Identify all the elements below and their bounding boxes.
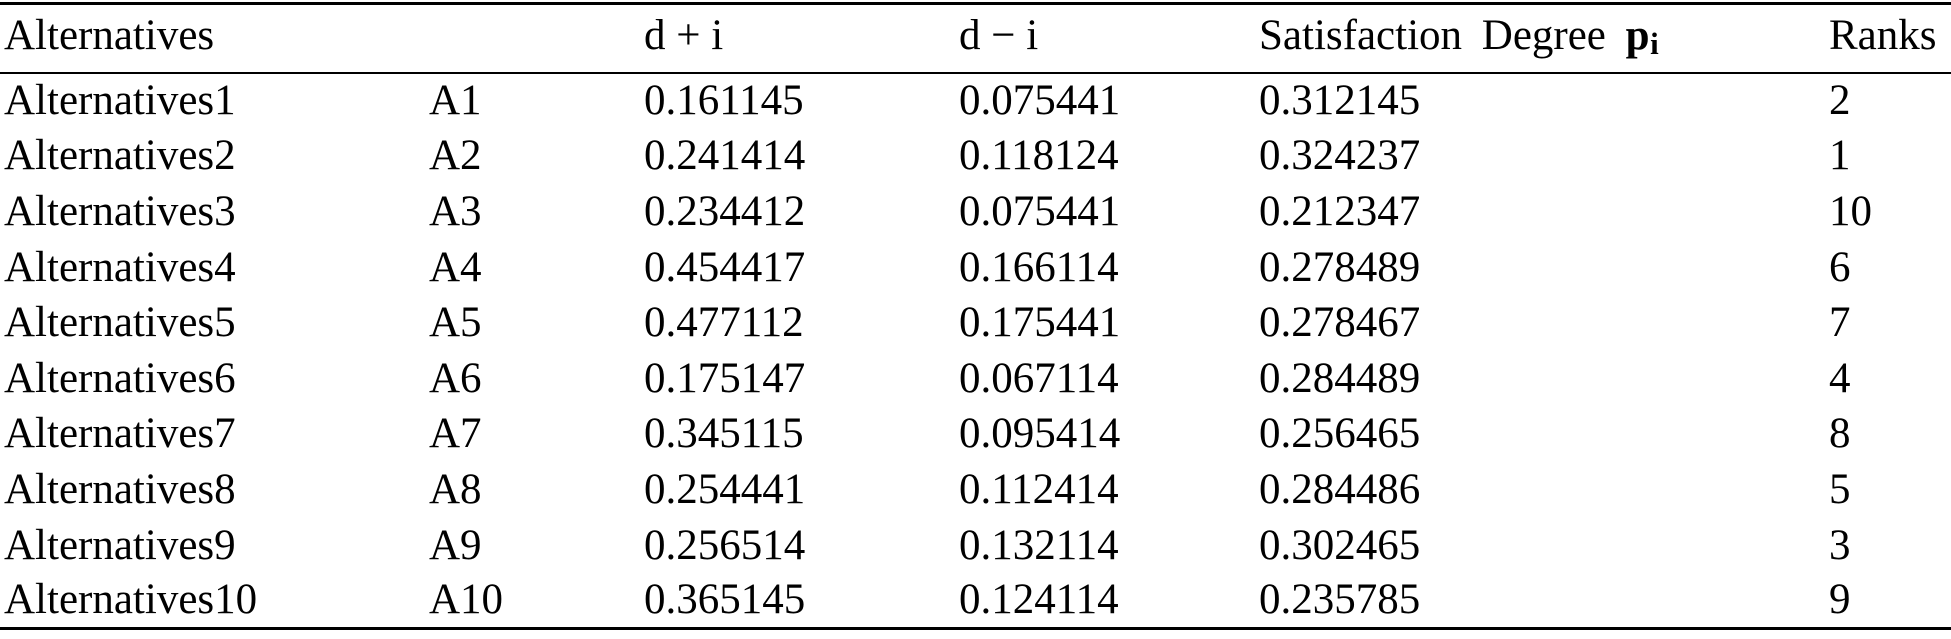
table-row: Alternatives8 A8 0.254441 0.112414 0.284… [0, 462, 1951, 518]
d-minus-value-cell: 0.118124 [959, 132, 1119, 180]
d-plus-value-cell: 0.345115 [644, 410, 804, 458]
rank-value-cell: 1 [1829, 132, 1851, 180]
table-row: Alternatives1 A1 0.161145 0.075441 0.312… [0, 73, 1951, 129]
column-header-d-plus-i: d + i [644, 11, 724, 59]
rank-value-cell: 10 [1829, 187, 1872, 235]
p-i-symbol: pi [1625, 11, 1659, 62]
alternative-name-cell: Alternatives9 [4, 521, 236, 569]
alternative-name-cell: Alternatives7 [4, 410, 236, 458]
satisfaction-value-cell: 0.302465 [1259, 521, 1421, 569]
rank-value-cell: 5 [1829, 465, 1851, 513]
table-row: Alternatives10 A10 0.365145 0.124114 0.2… [0, 573, 1951, 629]
satisfaction-value-cell: 0.235785 [1259, 576, 1421, 624]
rank-value-cell: 6 [1829, 243, 1851, 291]
rank-value-cell: 9 [1829, 576, 1851, 624]
d-plus-value-cell: 0.175147 [644, 354, 806, 402]
satisfaction-value-cell: 0.284489 [1259, 354, 1421, 402]
alternative-name-cell: Alternatives6 [4, 354, 236, 402]
alternative-code-cell: A4 [429, 243, 482, 291]
satisfaction-value-cell: 0.284486 [1259, 465, 1421, 513]
alternative-code-cell: A6 [429, 354, 482, 402]
alternative-code-cell: A8 [429, 465, 482, 513]
p-symbol: p [1625, 11, 1650, 59]
d-plus-value-cell: 0.256514 [644, 521, 806, 569]
d-minus-value-cell: 0.095414 [959, 410, 1121, 458]
header-row: Alternatives d + i d − i Satisfaction De… [0, 4, 1951, 73]
satisfaction-value-cell: 0.312145 [1259, 77, 1421, 125]
table-row: Alternatives4 A4 0.454417 0.166114 0.278… [0, 239, 1951, 295]
alternative-name-cell: Alternatives4 [4, 243, 236, 291]
d-plus-value-cell: 0.241414 [644, 132, 806, 180]
table-row: Alternatives3 A3 0.234412 0.075441 0.212… [0, 184, 1951, 240]
rank-value-cell: 7 [1829, 299, 1851, 347]
alternative-name-cell: Alternatives3 [4, 187, 236, 235]
i-subscript: i [1650, 26, 1659, 62]
alternative-code-cell: A9 [429, 521, 482, 569]
d-plus-value-cell: 0.161145 [644, 77, 804, 125]
d-plus-value-cell: 0.365145 [644, 576, 806, 624]
rank-value-cell: 4 [1829, 354, 1851, 402]
table-header: Alternatives d + i d − i Satisfaction De… [0, 4, 1951, 73]
d-minus-value-cell: 0.175441 [959, 299, 1121, 347]
alternative-name-cell: Alternatives2 [4, 132, 236, 180]
alternative-code-cell: A1 [429, 77, 482, 125]
satisfaction-value-cell: 0.256465 [1259, 410, 1421, 458]
rank-value-cell: 2 [1829, 77, 1851, 125]
d-minus-value-cell: 0.124114 [959, 576, 1119, 624]
satisfaction-degree-label: Satisfaction Degree [1259, 11, 1606, 59]
d-minus-value-cell: 0.067114 [959, 354, 1119, 402]
table-row: Alternatives5 A5 0.477112 0.175441 0.278… [0, 295, 1951, 351]
alternative-name-cell: Alternatives1 [4, 77, 236, 125]
d-minus-value-cell: 0.166114 [959, 243, 1119, 291]
alternative-code-cell: A10 [429, 576, 504, 624]
alternative-code-cell: A2 [429, 132, 482, 180]
d-plus-value-cell: 0.234412 [644, 187, 806, 235]
table-row: Alternatives7 A7 0.345115 0.095414 0.256… [0, 406, 1951, 462]
rank-value-cell: 8 [1829, 410, 1851, 458]
satisfaction-value-cell: 0.278489 [1259, 243, 1421, 291]
table-row: Alternatives9 A9 0.256514 0.132114 0.302… [0, 517, 1951, 573]
alternative-code-cell: A3 [429, 187, 482, 235]
column-header-d-minus-i: d − i [959, 11, 1039, 59]
satisfaction-value-cell: 0.278467 [1259, 299, 1421, 347]
d-plus-value-cell: 0.254441 [644, 465, 806, 513]
satisfaction-value-cell: 0.212347 [1259, 187, 1421, 235]
rank-value-cell: 3 [1829, 521, 1851, 569]
d-minus-value-cell: 0.132114 [959, 521, 1119, 569]
alternative-name-cell: Alternatives10 [4, 576, 258, 624]
d-plus-value-cell: 0.454417 [644, 243, 806, 291]
table-row: Alternatives6 A6 0.175147 0.067114 0.284… [0, 350, 1951, 406]
alternative-name-cell: Alternatives8 [4, 465, 236, 513]
column-header-satisfaction-degree: Satisfaction Degree pi [1255, 4, 1825, 73]
d-minus-value-cell: 0.075441 [959, 187, 1121, 235]
table-row: Alternatives2 A2 0.241414 0.118124 0.324… [0, 128, 1951, 184]
alternative-code-cell: A7 [429, 410, 482, 458]
d-minus-value-cell: 0.112414 [959, 465, 1119, 513]
column-header-ranks: Ranks [1829, 11, 1937, 59]
alternative-code-cell: A5 [429, 299, 482, 347]
d-plus-value-cell: 0.477112 [644, 299, 804, 347]
alternative-name-cell: Alternatives5 [4, 299, 236, 347]
d-minus-value-cell: 0.075441 [959, 77, 1121, 125]
column-header-alternatives: Alternatives [4, 11, 215, 59]
satisfaction-value-cell: 0.324237 [1259, 132, 1421, 180]
table-body: Alternatives1 A1 0.161145 0.075441 0.312… [0, 73, 1951, 629]
